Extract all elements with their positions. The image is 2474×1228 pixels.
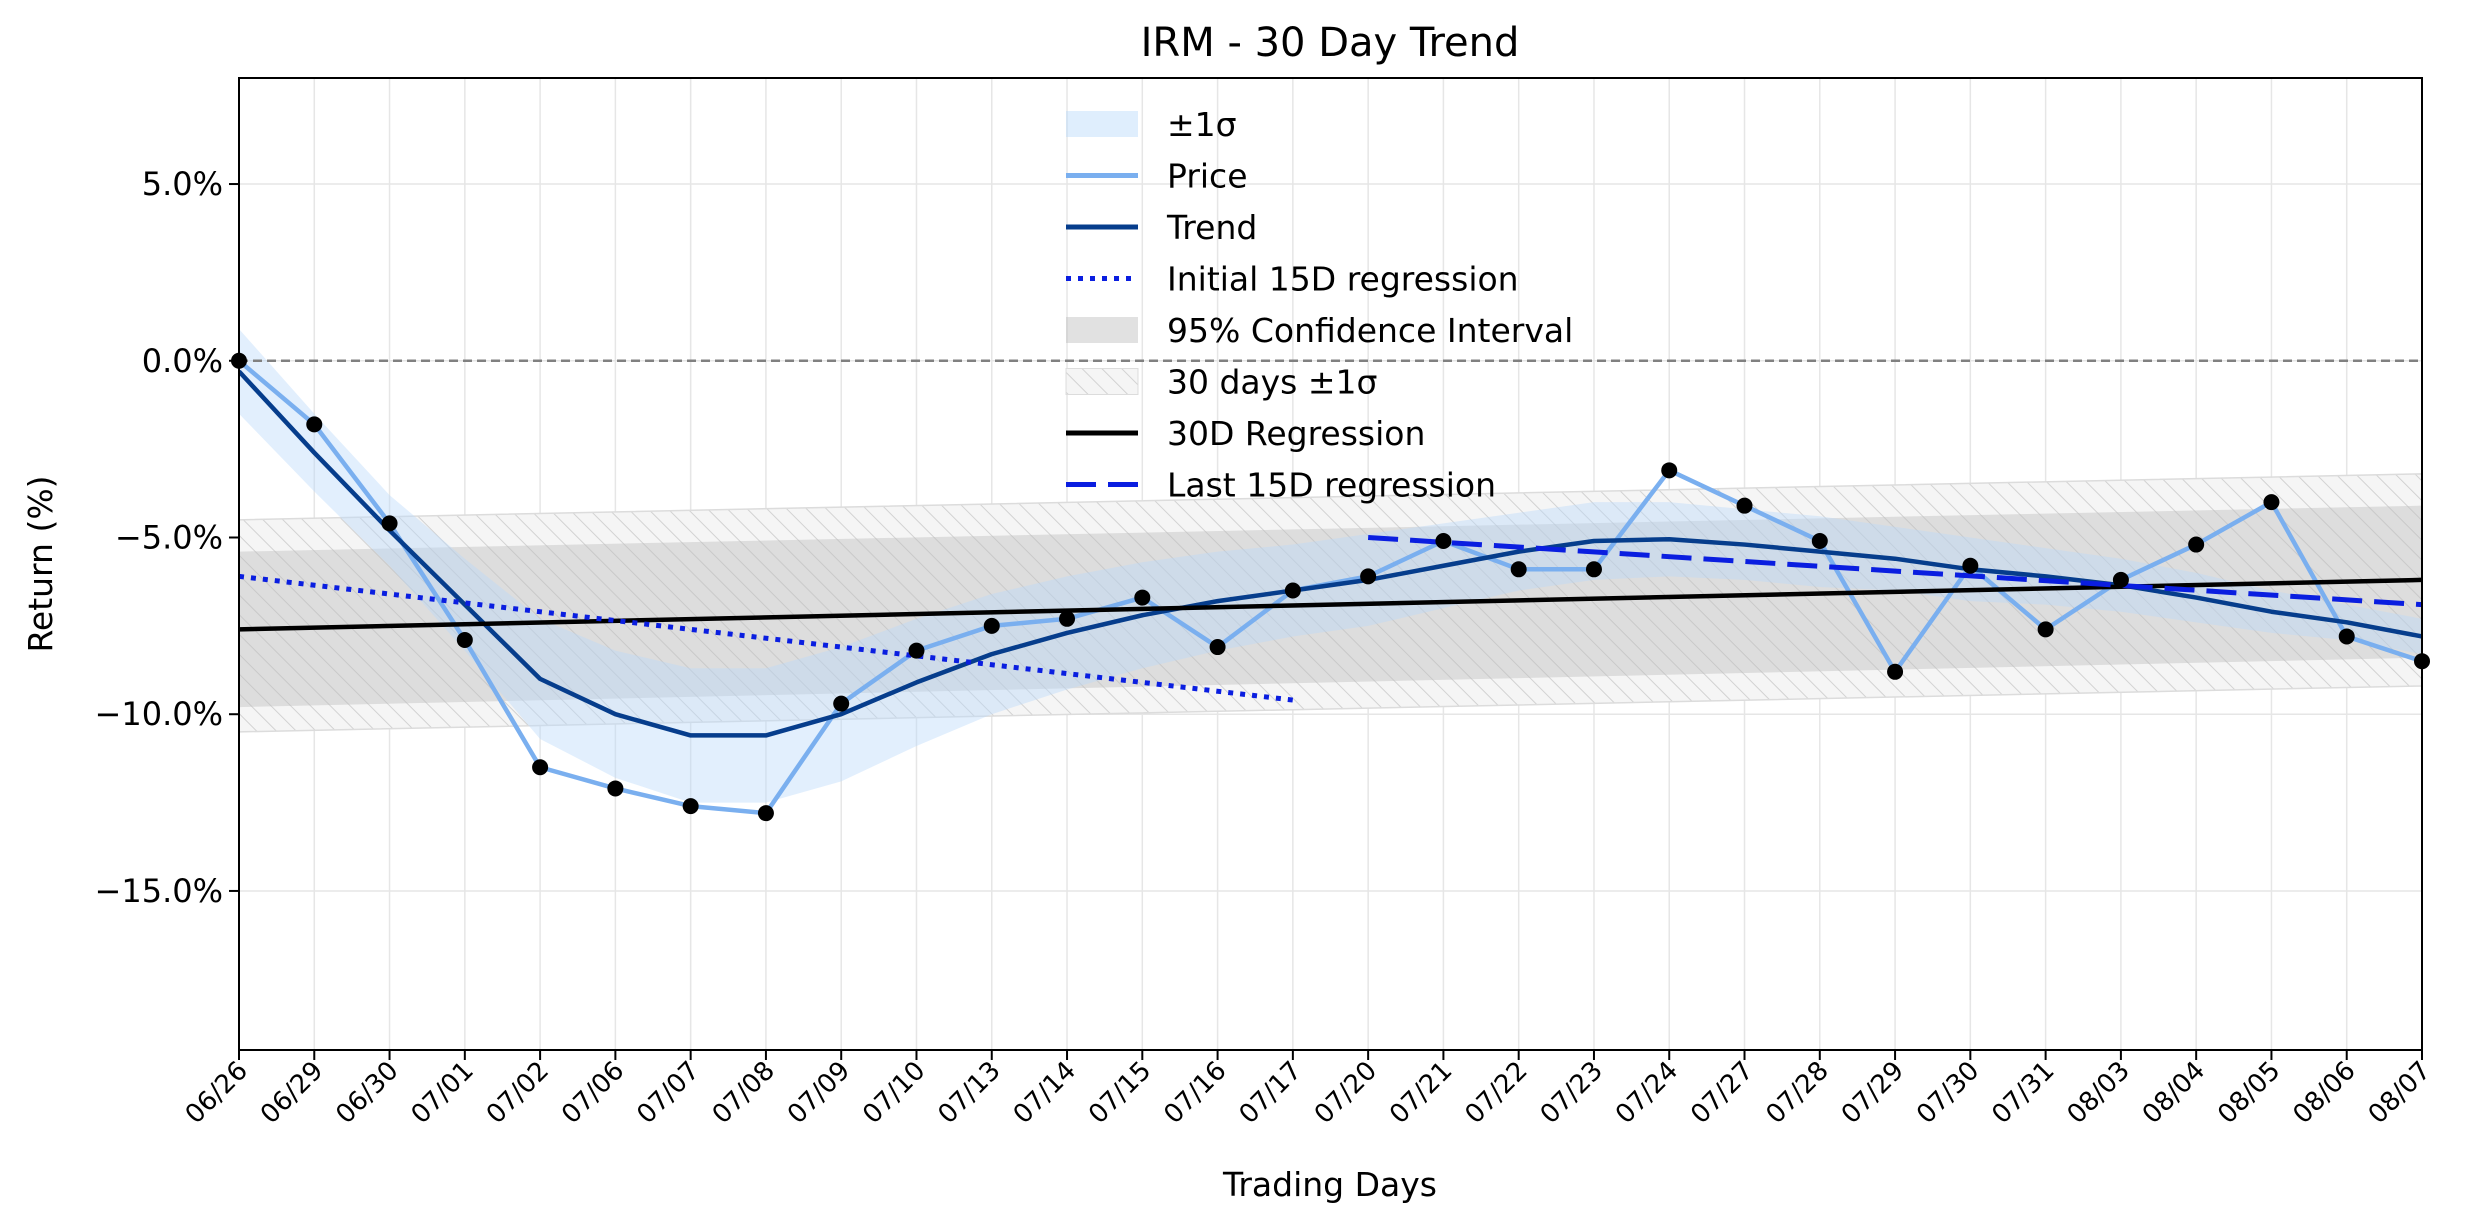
- regression-initial-15d-line: [239, 573, 1294, 703]
- x-tick-label: 06/29: [255, 1056, 329, 1130]
- price-point: [381, 515, 398, 532]
- price-point: [1661, 462, 1678, 479]
- x-tick-label: 06/30: [330, 1056, 404, 1130]
- x-tick-label: 07/17: [1234, 1056, 1308, 1130]
- x-tick-label: 08/03: [2062, 1056, 2136, 1130]
- price-point: [1736, 497, 1753, 514]
- legend-swatch: [1065, 368, 1139, 395]
- price-point: [1887, 663, 1904, 680]
- price-points: [231, 352, 2430, 822]
- x-tick-label: 08/06: [2287, 1056, 2361, 1130]
- band-sigma: [239, 328, 2422, 803]
- x-tick-label: 08/05: [2212, 1056, 2286, 1130]
- x-tick-label: 07/02: [481, 1056, 555, 1130]
- x-tick-label: 07/14: [1008, 1056, 1082, 1130]
- x-tick-label: 07/21: [1384, 1056, 1458, 1130]
- y-tick-label: 0.0%: [142, 342, 223, 380]
- price-point: [682, 798, 699, 815]
- legend-label: ±1σ: [1167, 105, 1237, 144]
- x-tick-label: 07/06: [556, 1056, 630, 1130]
- x-tick-label: 07/27: [1685, 1056, 1759, 1130]
- y-axis-label: Return (%): [21, 475, 60, 652]
- price-point: [1134, 589, 1151, 606]
- price-point: [1811, 533, 1828, 550]
- price-point: [1435, 533, 1452, 550]
- x-axis-label: Trading Days: [1222, 1165, 1437, 1204]
- price-point: [2263, 494, 2280, 511]
- x-tick-label: 07/28: [1761, 1056, 1835, 1130]
- price-point: [983, 617, 1000, 634]
- x-tick-label: 07/16: [1158, 1056, 1232, 1130]
- price-point: [833, 695, 850, 712]
- price-point: [1209, 639, 1226, 656]
- x-tick-label: 08/07: [2363, 1056, 2437, 1130]
- price-point: [456, 631, 473, 648]
- x-tick-label: 07/15: [1083, 1056, 1157, 1130]
- price-point: [2112, 571, 2129, 588]
- x-tick-label: 07/01: [406, 1056, 480, 1130]
- legend-label: 30 days ±1σ: [1167, 363, 1377, 402]
- legend: ±1σ Price Trend Initial 15D regression 95% C…: [1065, 105, 1573, 505]
- y-tick-label: −5.0%: [115, 518, 223, 556]
- chart-title: IRM - 30 Day Trend: [1141, 20, 1520, 66]
- x-tick-label: 06/26: [180, 1056, 254, 1130]
- plot-frame: [238, 77, 2423, 1051]
- legend-swatch: [1066, 317, 1138, 343]
- legend-label: Trend: [1166, 208, 1257, 247]
- trend-line: [239, 369, 2422, 738]
- x-tick-label: 07/30: [1911, 1056, 1985, 1130]
- legend-label: 30D Regression: [1167, 414, 1425, 453]
- x-tick-label: 08/04: [2137, 1056, 2211, 1130]
- price-point: [1360, 568, 1377, 585]
- price-point: [2188, 536, 2205, 553]
- regression-last-15d-line: [1367, 534, 2422, 608]
- x-tick-label: 07/10: [857, 1056, 931, 1130]
- price-point: [1059, 610, 1076, 627]
- legend-label: Initial 15D regression: [1167, 260, 1519, 299]
- x-tick-label: 07/29: [1836, 1056, 1910, 1130]
- x-tick-label: 07/08: [707, 1056, 781, 1130]
- legend-label: Last 15D regression: [1167, 466, 1496, 505]
- y-tick-label: −15.0%: [95, 872, 223, 910]
- price-point: [2037, 621, 2054, 638]
- legend-label: 95% Confidence Interval: [1167, 311, 1573, 350]
- regression-30d-line: [239, 577, 2422, 632]
- y-axis: 5.0% 0.0% −5.0% −10.0% −15.0%: [95, 165, 239, 910]
- price-point: [1510, 561, 1527, 578]
- x-tick-label: 07/31: [1986, 1056, 2060, 1130]
- legend-swatch: [1066, 111, 1138, 137]
- legend-label: Price: [1167, 157, 1248, 196]
- price-point: [1284, 582, 1301, 599]
- series-lines: [239, 359, 2422, 816]
- price-point: [1962, 557, 1979, 574]
- x-tick-label: 07/24: [1610, 1056, 1684, 1130]
- price-point: [757, 805, 774, 822]
- x-tick-label: 07/13: [933, 1056, 1007, 1130]
- x-tick-label: 07/22: [1459, 1056, 1533, 1130]
- x-tick-label: 07/09: [782, 1056, 856, 1130]
- price-point: [2338, 628, 2355, 645]
- x-tick-label: 07/23: [1535, 1056, 1609, 1130]
- price-point: [306, 416, 323, 433]
- y-tick-label: −10.0%: [95, 695, 223, 733]
- x-axis: 06/26 06/29 06/30 07/01 07/02 07/06 07/07 07/08…: [180, 1050, 2437, 1130]
- price-point: [1585, 561, 1602, 578]
- x-tick-label: 07/20: [1309, 1056, 1383, 1130]
- price-point: [607, 780, 624, 797]
- price-point: [908, 642, 925, 659]
- y-tick-label: 5.0%: [142, 165, 223, 203]
- price-point: [532, 759, 549, 776]
- x-tick-label: 07/07: [631, 1056, 705, 1130]
